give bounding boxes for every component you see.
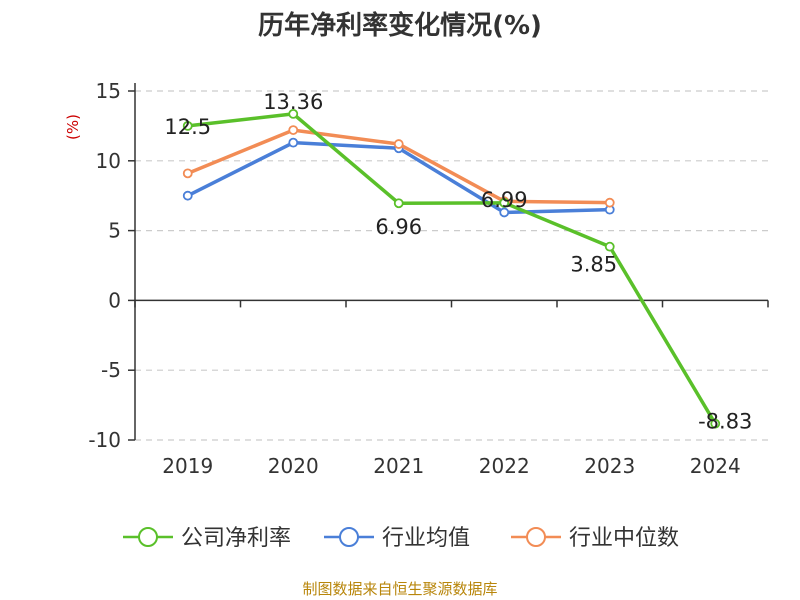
y-tick-label: 5 xyxy=(108,219,121,243)
data-point[interactable] xyxy=(182,190,193,201)
y-tick-label: -10 xyxy=(88,428,121,452)
axes xyxy=(128,83,769,441)
legend-label: 行业均值 xyxy=(382,526,470,551)
data-point[interactable] xyxy=(499,207,510,218)
data-point[interactable] xyxy=(393,139,404,149)
legend[interactable]: 公司净利率 行业均值 行业中位数 xyxy=(123,526,679,551)
source-note: 制图数据来自恒生聚源数据库 xyxy=(302,580,497,598)
data-labels: 12.5 13.36 6.96 6.99 3.85 -8.83 xyxy=(164,90,752,434)
y-tick-label: -5 xyxy=(101,358,121,382)
data-label: 12.5 xyxy=(164,115,211,139)
data-label: 13.36 xyxy=(263,90,323,114)
data-point[interactable] xyxy=(182,121,193,131)
legend-item[interactable]: 公司净利率 xyxy=(123,526,291,551)
data-point[interactable] xyxy=(182,168,193,179)
y-axis-label: (%) xyxy=(64,114,82,140)
x-tick-label: 2020 xyxy=(268,454,319,478)
data-label: 3.85 xyxy=(570,253,617,277)
legend-marker xyxy=(138,527,158,547)
data-point[interactable] xyxy=(288,108,299,119)
data-point[interactable] xyxy=(710,418,721,429)
legend-marker xyxy=(526,527,546,547)
data-point[interactable] xyxy=(288,137,299,148)
data-point[interactable] xyxy=(499,197,510,208)
series-line xyxy=(187,112,717,425)
legend-item[interactable]: 行业中位数 xyxy=(511,526,679,551)
data-label: -8.83 xyxy=(698,410,752,434)
legend-label: 行业中位数 xyxy=(569,526,679,551)
x-tick-label: 2019 xyxy=(162,454,213,478)
tick-labels: 15 10 5 0 -5 -10 2019 2020 2021 2022 2023 2024 xyxy=(88,79,740,478)
series-lines xyxy=(182,108,721,429)
legend-label: 公司净利率 xyxy=(181,526,291,551)
x-tick-label: 2022 xyxy=(479,454,530,478)
data-point[interactable] xyxy=(604,241,615,252)
x-tick-label: 2023 xyxy=(584,454,635,478)
chart-title: 历年净利率变化情况(%) xyxy=(258,10,542,41)
grid-lines xyxy=(135,90,768,441)
data-point[interactable] xyxy=(604,197,615,208)
data-point[interactable] xyxy=(393,198,404,209)
y-tick-label: 10 xyxy=(96,149,121,173)
x-tick-label: 2021 xyxy=(373,454,424,478)
legend-marker xyxy=(339,527,359,547)
y-tick-label: 15 xyxy=(96,79,121,103)
data-label: 6.96 xyxy=(375,215,422,239)
data-point[interactable] xyxy=(288,125,299,135)
data-label: 6.99 xyxy=(481,188,528,212)
y-tick-label: 0 xyxy=(108,288,121,312)
legend-item[interactable]: 行业均值 xyxy=(324,526,470,551)
x-tick-label: 2024 xyxy=(690,454,741,478)
